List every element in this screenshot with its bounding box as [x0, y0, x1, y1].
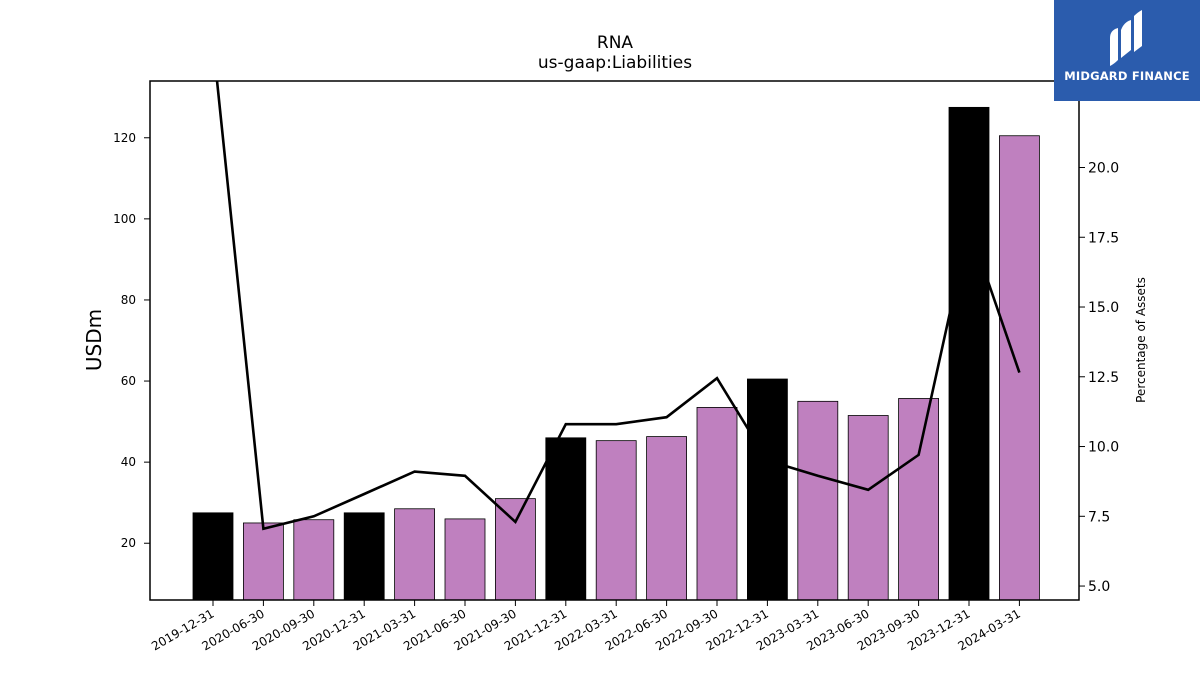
y2-tick-label: 17.5: [1088, 230, 1119, 246]
midgard-logo-icon: [1110, 10, 1142, 66]
bar-2021-12-31: [545, 437, 587, 601]
y-axis-left: 20 40 60 80 100 120: [113, 131, 150, 550]
logo: MIDGARD FINANCE: [1054, 0, 1200, 101]
y2-tick-label: 7.5: [1088, 509, 1110, 525]
chart-title: RNA: [597, 33, 634, 53]
bar-2020-06-30: [242, 522, 284, 601]
bar-2021-09-30: [494, 498, 536, 601]
line-group: [215, 81, 1021, 531]
bar-2023-03-31: [797, 400, 839, 601]
y-axis-right: 5.0 7.5 10.0 12.5 15.0 17.5 20.0: [1079, 161, 1119, 595]
bar-2020-09-30: [293, 519, 335, 601]
y2-tick-label: 10.0: [1088, 440, 1119, 456]
bar-2022-09-30: [696, 407, 738, 601]
bar-2020-12-31: [343, 512, 385, 601]
chart-subtitle: us-gaap:Liabilities: [538, 53, 692, 73]
bar-2023-06-30: [847, 415, 889, 601]
y-tick-label: 60: [121, 374, 136, 388]
bar-2023-12-31: [948, 106, 990, 601]
y-tick-label: 40: [121, 455, 136, 469]
y-tick-label: 120: [113, 131, 136, 145]
logo-text: MIDGARD FINANCE: [1064, 69, 1190, 83]
series-line-percentage: [215, 81, 1021, 531]
bar-2024-03-31: [999, 135, 1040, 601]
x-axis: 2019-12-312020-06-302020-09-302020-12-31…: [149, 600, 1023, 653]
y-tick-label: 20: [121, 536, 136, 550]
bar-2021-03-31: [394, 508, 436, 601]
y2-axis-label: Percentage of Assets: [1134, 277, 1148, 403]
y-tick-label: 100: [113, 212, 136, 226]
bar-2023-09-30: [898, 398, 939, 601]
y2-tick-label: 5.0: [1088, 579, 1110, 595]
y2-tick-label: 20.0: [1088, 161, 1119, 177]
bar-2022-12-31: [747, 378, 788, 601]
bar-2021-06-30: [444, 518, 486, 601]
bar-2019-12-31: [192, 512, 234, 601]
plot-frame: [149, 80, 1080, 601]
y-axis-label: USDm: [82, 309, 106, 371]
y-tick-label: 80: [121, 293, 136, 307]
bar-2022-03-31: [595, 440, 637, 601]
bar-2022-06-30: [646, 436, 687, 601]
bar-group: [192, 106, 1040, 601]
y2-tick-label: 15.0: [1088, 300, 1119, 316]
y2-tick-label: 12.5: [1088, 370, 1119, 386]
